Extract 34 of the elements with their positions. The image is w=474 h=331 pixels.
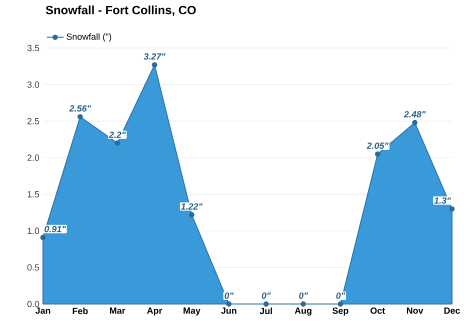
y-tick-label: 1.5 bbox=[28, 191, 40, 198]
y-tick-label: 2.5 bbox=[27, 118, 40, 124]
data-label: 0" bbox=[336, 292, 346, 299]
data-label: 0" bbox=[224, 292, 234, 299]
x-tick-label: Aug bbox=[294, 308, 312, 316]
x-tick-label: Nov bbox=[406, 308, 424, 314]
data-label: 0" bbox=[262, 292, 271, 299]
data-label: 2.05" bbox=[366, 142, 389, 149]
y-tick-label: 0.0 bbox=[27, 300, 40, 308]
x-tick-label: May bbox=[184, 308, 200, 316]
x-tick-label: Jun bbox=[221, 308, 236, 314]
chart-title: Snowfall - Fort Collins, CO bbox=[46, 6, 196, 16]
x-tick-label: Dec bbox=[444, 308, 460, 314]
data-label: 1.3" bbox=[434, 197, 451, 204]
x-tick-label: Mar bbox=[110, 308, 126, 314]
data-label: 2.2" bbox=[108, 132, 126, 138]
data-label: 1.22" bbox=[181, 203, 203, 210]
data-label: 3.27" bbox=[144, 53, 166, 60]
data-label: 0.91" bbox=[44, 226, 66, 232]
x-tick-label: Jan bbox=[35, 308, 50, 314]
x-tick-label: Jul bbox=[260, 308, 272, 314]
x-tick-label: Apr bbox=[147, 308, 162, 316]
legend-label: Snowfall (") bbox=[66, 33, 112, 42]
y-tick-label: 1.0 bbox=[28, 228, 40, 234]
data-label: 2.48" bbox=[404, 111, 426, 118]
y-tick-label: 0.5 bbox=[27, 264, 40, 271]
x-tick-label: Oct bbox=[370, 308, 385, 314]
y-tick-label: 3.5 bbox=[27, 44, 40, 52]
y-tick-label: 3.0 bbox=[27, 81, 40, 88]
data-label: 2.56" bbox=[69, 105, 92, 112]
y-tick-label: 2.0 bbox=[27, 154, 40, 161]
x-tick-label: Sep bbox=[332, 308, 348, 316]
x-tick-label: Feb bbox=[72, 308, 88, 314]
data-label: 0" bbox=[299, 292, 308, 299]
